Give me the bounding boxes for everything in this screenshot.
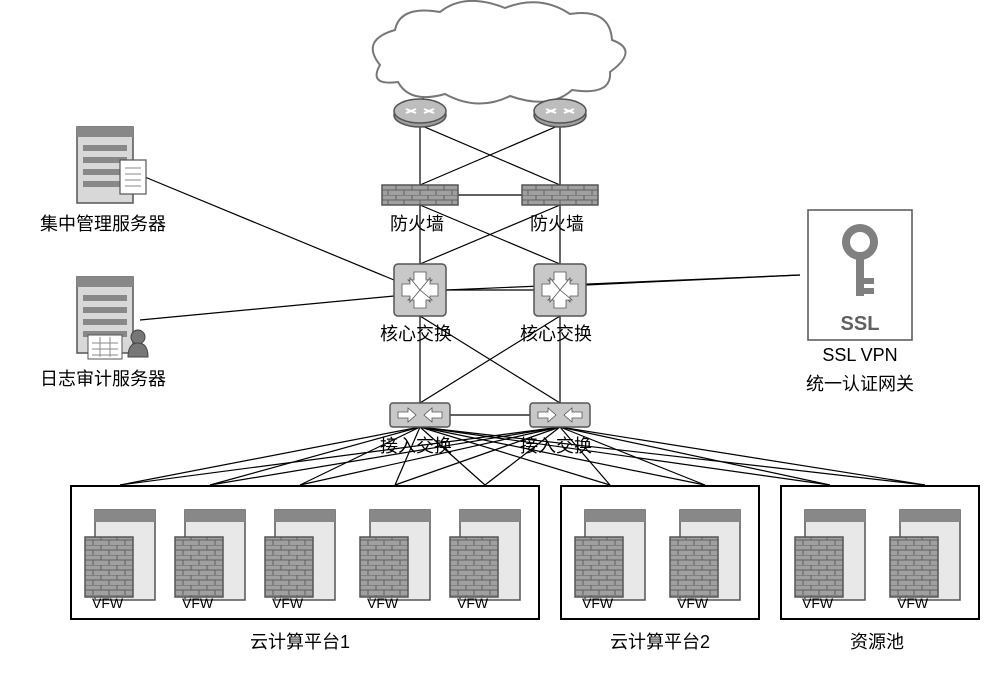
access-switch-right-icon bbox=[530, 403, 590, 427]
router-right-icon bbox=[534, 99, 586, 127]
vfw-label: VFW bbox=[677, 595, 708, 611]
platform2-label: 云计算平台2 bbox=[610, 628, 710, 654]
mgmt-server-label: 集中管理服务器 bbox=[40, 210, 166, 236]
core-right-label: 核心交换 bbox=[520, 320, 592, 346]
vfw-label: VFW bbox=[182, 595, 213, 611]
access-right-label: 接入交换 bbox=[520, 432, 592, 458]
core-left-label: 核心交换 bbox=[380, 320, 452, 346]
core-switch-right-icon bbox=[534, 264, 586, 316]
vfw-label: VFW bbox=[457, 595, 488, 611]
router-left-icon bbox=[394, 99, 446, 127]
core-switch-left-icon bbox=[394, 264, 446, 316]
vfw-label: VFW bbox=[582, 595, 613, 611]
mgmt-server-icon bbox=[77, 127, 146, 203]
ssl-vpn-label1: SSL VPN bbox=[820, 345, 900, 366]
vfw-label: VFW bbox=[92, 595, 123, 611]
access-switch-left-icon bbox=[390, 403, 450, 427]
log-server-label: 日志审计服务器 bbox=[40, 365, 166, 391]
ssl-vpn-label2: 统一认证网关 bbox=[800, 370, 920, 396]
pool-label: 资源池 bbox=[850, 628, 904, 654]
vfw-label: VFW bbox=[272, 595, 303, 611]
log-server-icon bbox=[77, 277, 148, 359]
ssl-vpn-icon: SSL bbox=[808, 210, 912, 340]
platform1-label: 云计算平台1 bbox=[250, 628, 350, 654]
vfw-label: VFW bbox=[367, 595, 398, 611]
ssl-badge: SSL bbox=[841, 313, 880, 335]
vfw-label: VFW bbox=[802, 595, 833, 611]
firewall-left-icon bbox=[382, 185, 458, 205]
access-left-label: 接入交换 bbox=[380, 432, 452, 458]
vfw-label: VFW bbox=[897, 595, 928, 611]
edges bbox=[120, 75, 925, 485]
firewall-left-label: 防火墙 bbox=[390, 210, 444, 236]
firewall-right-icon bbox=[522, 185, 598, 205]
firewall-right-label: 防火墙 bbox=[530, 210, 584, 236]
cloud-icon bbox=[373, 1, 626, 104]
